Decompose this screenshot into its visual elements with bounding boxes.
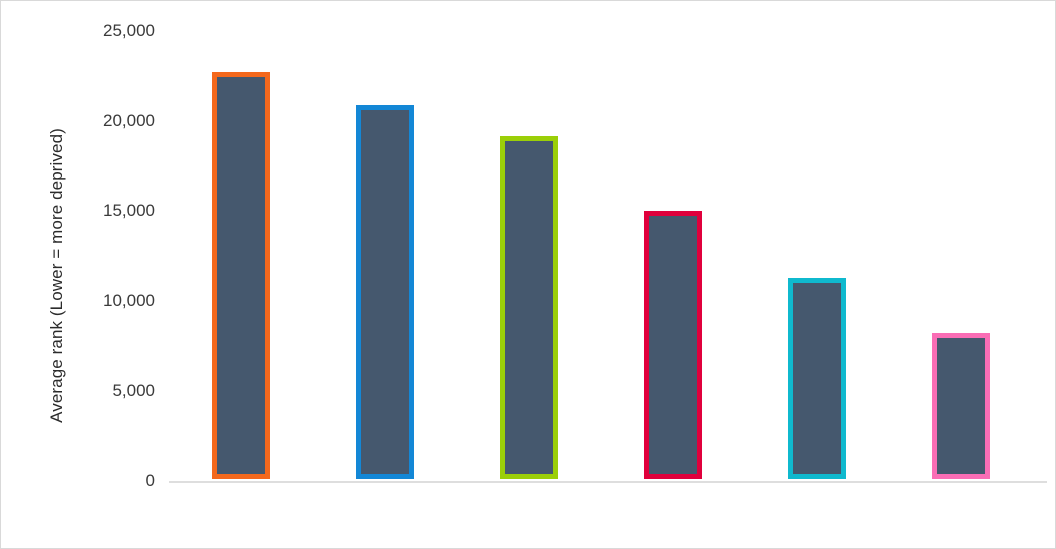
y-axis-tick-5000: 5,000 <box>112 381 155 400</box>
y-axis-tick-10000: 10,000 <box>103 291 155 310</box>
bar-ld[interactable] <box>212 71 270 479</box>
plot-area: 22,634LD20,763Con19,081Green14,872Lab11,… <box>169 1 1047 548</box>
y-axis-tick-0: 0 <box>145 471 155 490</box>
y-axis-tick-15000: 15,000 <box>103 201 155 220</box>
bar-green[interactable] <box>500 135 558 479</box>
bar-ind[interactable] <box>932 333 990 479</box>
x-axis-baseline <box>169 481 1047 483</box>
bar-ruk[interactable] <box>788 278 846 479</box>
bar-con[interactable] <box>356 105 414 479</box>
y-axis-tick-labels: 0 5,000 10,000 15,000 20,000 25,000 <box>63 1 155 548</box>
y-axis-tick-25000: 25,000 <box>103 21 155 40</box>
bar-lab[interactable] <box>644 211 702 479</box>
y-axis-tick-20000: 20,000 <box>103 111 155 130</box>
